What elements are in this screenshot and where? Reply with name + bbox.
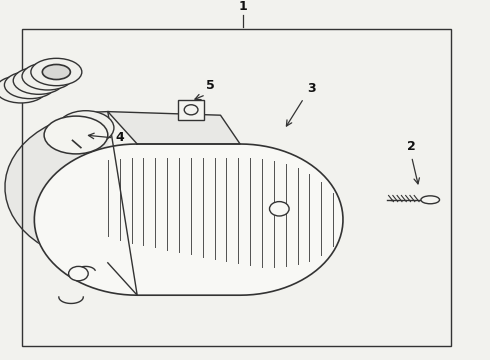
Ellipse shape — [4, 71, 55, 99]
Ellipse shape — [0, 76, 47, 103]
Circle shape — [69, 266, 88, 281]
Text: 2: 2 — [407, 140, 416, 153]
Text: 3: 3 — [307, 82, 316, 95]
Circle shape — [184, 105, 198, 115]
Polygon shape — [108, 112, 240, 144]
Text: 4: 4 — [115, 131, 124, 144]
Polygon shape — [34, 144, 343, 295]
Ellipse shape — [57, 111, 114, 145]
Polygon shape — [5, 112, 108, 263]
Ellipse shape — [13, 67, 64, 94]
FancyBboxPatch shape — [178, 100, 204, 120]
Ellipse shape — [421, 196, 440, 204]
Ellipse shape — [44, 116, 108, 154]
Ellipse shape — [42, 64, 71, 80]
Text: 5: 5 — [206, 79, 215, 92]
Ellipse shape — [31, 58, 82, 86]
Ellipse shape — [22, 63, 73, 90]
Text: 1: 1 — [238, 0, 247, 13]
Bar — [22, 29, 451, 346]
Circle shape — [270, 202, 289, 216]
